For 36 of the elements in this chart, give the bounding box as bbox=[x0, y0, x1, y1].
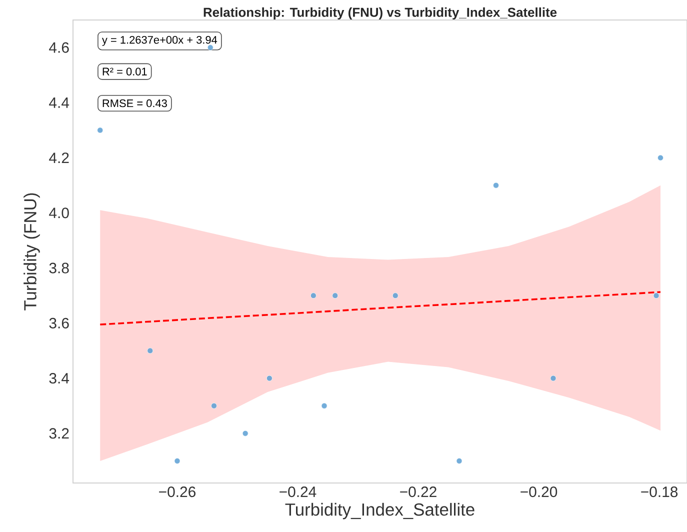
point bbox=[332, 292, 338, 299]
point bbox=[392, 292, 398, 299]
x-axis-title: Turbidity_Index_Satellite bbox=[285, 502, 474, 520]
point bbox=[174, 458, 180, 464]
x-tick-label: −0.18 bbox=[641, 486, 678, 498]
point bbox=[266, 375, 272, 382]
y-tick-label: 4.6 bbox=[49, 42, 69, 53]
point bbox=[211, 402, 217, 409]
y-tick-label: 3.2 bbox=[49, 428, 69, 439]
point bbox=[492, 182, 499, 188]
point bbox=[657, 154, 664, 161]
y-tick-label: 4.2 bbox=[49, 152, 69, 164]
annotation: RMSE = 0.43 bbox=[102, 99, 167, 108]
line-series bbox=[99, 291, 662, 326]
point bbox=[147, 348, 154, 354]
x-tick-label: −0.22 bbox=[400, 486, 436, 498]
y-tick-label: 3.4 bbox=[49, 372, 70, 384]
chart-title: Relationship: Turbidity (FNU) vs Turbidity_Index_Satellite bbox=[204, 7, 557, 20]
x-tick-label: −0.24 bbox=[280, 486, 316, 498]
point bbox=[242, 430, 248, 436]
y-tick-label: 3.6 bbox=[49, 318, 69, 328]
point bbox=[653, 292, 660, 299]
y-tick-label: 3.8 bbox=[49, 262, 69, 274]
point bbox=[310, 292, 316, 299]
x-tick-label: −0.26 bbox=[159, 486, 196, 498]
point bbox=[207, 44, 214, 51]
point bbox=[97, 127, 104, 134]
x-tick-label: −0.20 bbox=[520, 486, 558, 498]
annotation: R² = 0.01 bbox=[102, 68, 147, 76]
y-tick-label: 4.0 bbox=[49, 208, 69, 218]
annotation: y = 1.2637e+00x + 3.94 bbox=[102, 36, 218, 46]
y-axis-title: Turbidity (FNU) bbox=[24, 193, 40, 310]
point bbox=[456, 458, 462, 464]
point bbox=[550, 375, 556, 382]
point bbox=[321, 402, 328, 409]
y-tick-label: 4.4 bbox=[49, 98, 70, 108]
